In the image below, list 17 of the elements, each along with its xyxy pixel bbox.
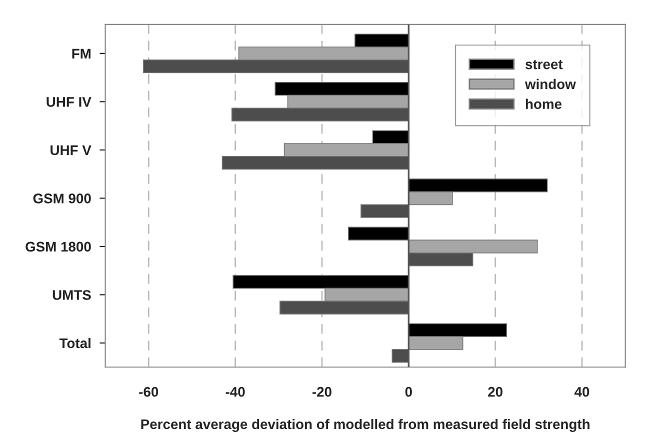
legend-label: home — [526, 98, 562, 109]
x-tick-label: -60 — [139, 386, 158, 397]
y-tick-label: UHF IV — [46, 97, 92, 107]
legend-label: window — [524, 78, 576, 90]
x-axis-title: Percent average deviation of modelled from measured field strength — [141, 418, 590, 432]
y-tick-label: UHF V — [50, 145, 92, 156]
y-tick-label: GSM 900 — [33, 194, 91, 204]
y-tick-label: UMTS — [52, 290, 91, 300]
x-tick-label: 40 — [574, 386, 590, 397]
x-tick-label: -40 — [226, 386, 245, 397]
y-tick-label: Total — [59, 338, 90, 348]
legend-label: street — [525, 60, 563, 70]
y-tick-label: GSM 1800 — [26, 242, 91, 252]
x-tick-label: 0 — [405, 386, 412, 397]
x-tick-label: -20 — [312, 386, 332, 397]
x-tick-label: 20 — [488, 386, 502, 397]
y-tick-label: FM — [72, 48, 90, 58]
